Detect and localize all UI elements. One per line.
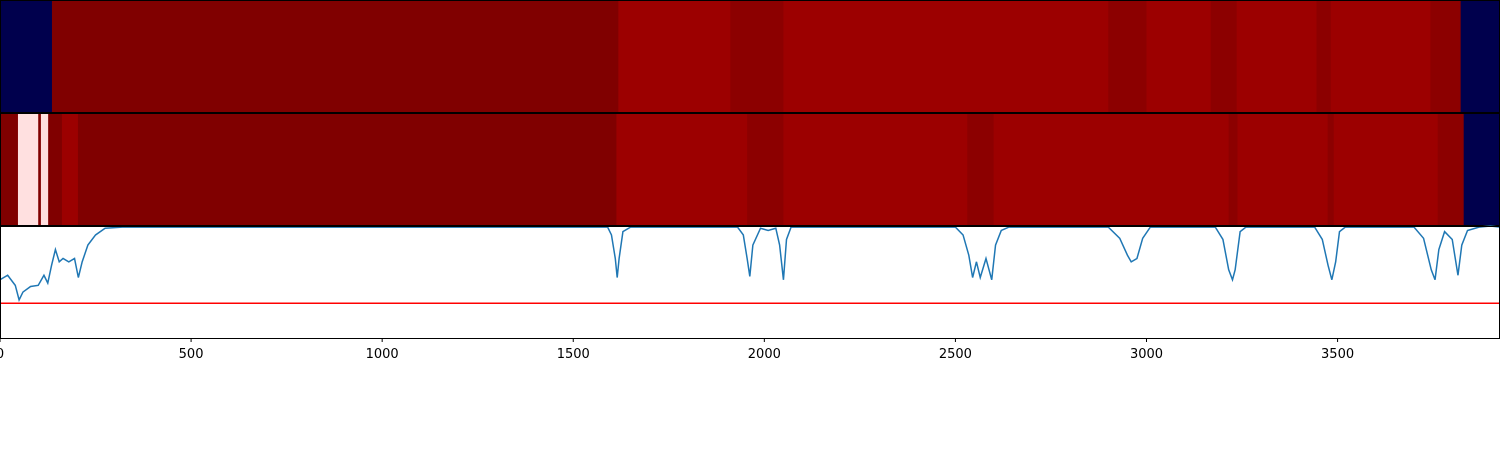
heat-cell bbox=[1316, 0, 1332, 112]
heat-cell bbox=[1237, 113, 1329, 225]
heat-cell bbox=[1236, 0, 1318, 112]
heat-cell bbox=[783, 0, 1109, 112]
x-tick-label: 1000 bbox=[366, 347, 399, 362]
heat-cell bbox=[1228, 113, 1238, 225]
heat-cell bbox=[40, 113, 49, 225]
heat-cell bbox=[1330, 0, 1431, 112]
axes-frame bbox=[0, 226, 1500, 339]
heat-cell bbox=[967, 113, 995, 225]
x-tick-label: 3000 bbox=[1130, 347, 1163, 362]
x-tick-label: 3500 bbox=[1321, 347, 1354, 362]
heat-cell bbox=[730, 0, 784, 112]
heat-cell bbox=[616, 113, 748, 225]
heat-cell bbox=[51, 0, 619, 112]
heat-cell bbox=[747, 113, 784, 225]
heat-cell bbox=[1333, 113, 1439, 225]
heat-cell bbox=[1327, 113, 1335, 225]
heat-cell bbox=[618, 0, 731, 112]
data-line bbox=[0, 225, 1500, 303]
heat-cell bbox=[1146, 0, 1212, 112]
heat-cell bbox=[783, 113, 968, 225]
heat-cell bbox=[1430, 0, 1462, 112]
x-tick-label: 2500 bbox=[939, 347, 972, 362]
heat-cell bbox=[1460, 0, 1500, 112]
heat-cell bbox=[993, 113, 1230, 225]
heat-cell bbox=[61, 113, 79, 225]
heat-cell bbox=[0, 0, 53, 112]
heat-cell bbox=[38, 113, 42, 225]
heat-cell bbox=[1210, 0, 1238, 112]
x-tick-label: 0 bbox=[0, 347, 4, 362]
heat-cell bbox=[1463, 113, 1500, 225]
heat-cell bbox=[0, 113, 19, 225]
heat-cell bbox=[1437, 113, 1465, 225]
heat-cell bbox=[48, 113, 63, 225]
x-tick-label: 500 bbox=[179, 347, 204, 362]
heat-cell bbox=[17, 113, 39, 225]
heat-cell bbox=[77, 113, 617, 225]
x-tick-label: 2000 bbox=[748, 347, 781, 362]
heat-cell bbox=[1108, 0, 1147, 112]
x-tick-label: 1500 bbox=[557, 347, 590, 362]
